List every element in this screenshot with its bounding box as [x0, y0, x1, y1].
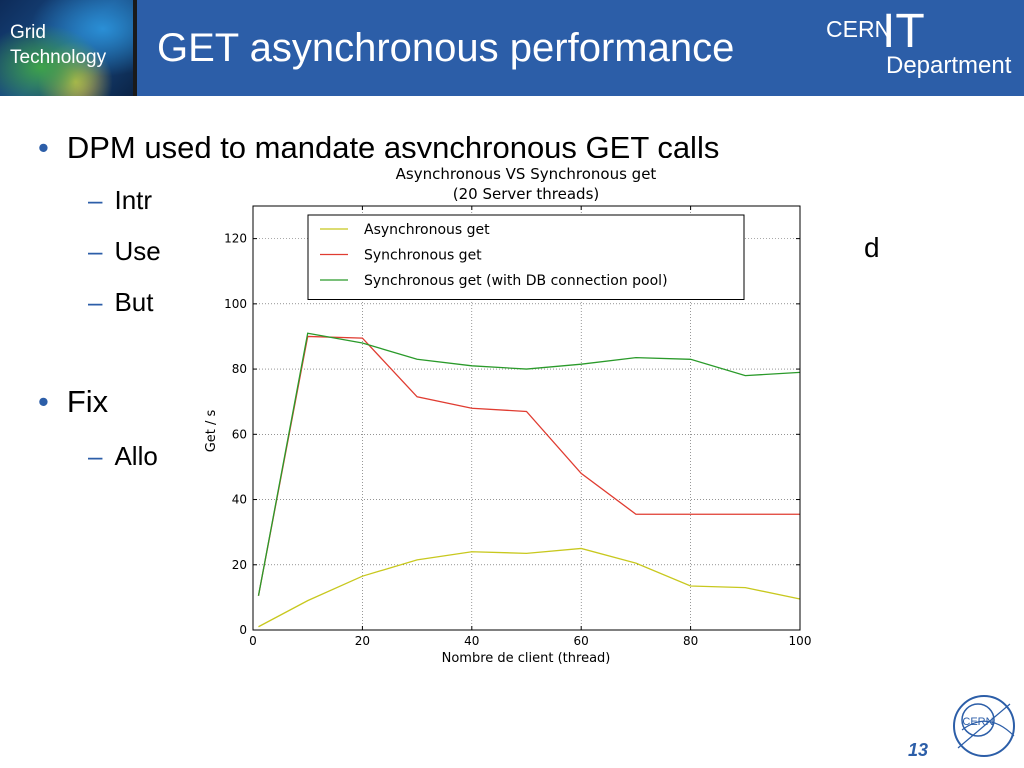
sub-bullet-2: – Use [88, 236, 161, 267]
page-number: 13 [908, 740, 929, 760]
dash-icon: – [88, 441, 103, 471]
x-tick-label: 80 [683, 634, 698, 648]
chart-series [257, 332, 801, 628]
dash-icon: – [88, 287, 103, 317]
y-tick-label: 80 [232, 362, 247, 376]
y-tick-label: 40 [232, 493, 247, 507]
series-line-1 [257, 335, 800, 596]
sub-bullet-1-text: Intr [114, 185, 153, 215]
series-line-2 [257, 332, 801, 596]
it-logo-word: IT [882, 5, 925, 58]
performance-chart: Asynchronous VS Synchronous get (20 Serv… [196, 158, 820, 672]
sub-bullet-2-trail: d [864, 232, 880, 263]
sub-bullet-4: – Allo [88, 441, 158, 472]
x-tick-label: 100 [789, 634, 812, 648]
legend-box [307, 214, 745, 300]
dash-icon: – [88, 236, 103, 266]
bullet-dot-icon: • [38, 384, 49, 419]
dash-icon: – [88, 185, 103, 215]
bullet-2: • Fix [38, 384, 108, 420]
series-line-0 [258, 547, 801, 628]
bullet-2-text: Fix [66, 384, 109, 419]
chart-svg: Asynchronous VS Synchronous get (20 Serv… [196, 158, 820, 672]
cern-logo-word: CERN [826, 16, 892, 42]
legend-label: Asynchronous get [364, 222, 490, 238]
slide-header: Grid Technology GET asynchronous perform… [0, 0, 1024, 96]
chart-legend: Asynchronous get Synchronous get Synchrono… [307, 214, 745, 300]
chart-title: Asynchronous VS Synchronous get [396, 165, 657, 183]
x-axis-label: Nombre de client (thread) [442, 651, 611, 666]
sub-bullet-3-text: But [114, 287, 154, 317]
y-tick-label: 100 [224, 297, 247, 311]
cern-it-logo: CERN IT Department [826, 5, 1021, 88]
x-tick-label: 0 [249, 634, 257, 648]
cern-badge-icon: CERN [953, 695, 1015, 757]
grid-label-line2: Technology [10, 47, 107, 68]
grid-label-line1: Grid [10, 22, 46, 43]
chart-subtitle: (20 Server threads) [453, 185, 600, 203]
legend-label: Synchronous get (with DB connection pool… [364, 273, 668, 289]
grid-technology-label: Grid Technology [10, 20, 106, 70]
x-tick-label: 20 [355, 634, 370, 648]
sub-bullet-1: – Intr [88, 185, 152, 216]
bullet-dot-icon: • [38, 130, 49, 165]
cern-badge-text: CERN [962, 716, 993, 728]
x-tick-label: 40 [464, 634, 479, 648]
y-tick-label: 20 [232, 558, 247, 572]
slide-title: GET asynchronous performance [157, 26, 735, 70]
x-tick-label: 60 [574, 634, 589, 648]
plot-frame [252, 205, 801, 631]
cern-badge-logo: CERN [948, 690, 1020, 762]
department-logo-word: Department [886, 52, 1012, 79]
chart-ticks: 0 20 40 60 80 100 0 20 40 60 80 100 120 [224, 206, 811, 648]
sub-bullet-3: – But [88, 287, 154, 318]
grid-technology-banner: Grid Technology [0, 0, 137, 96]
sub-bullet-4-text: Allo [114, 441, 158, 471]
y-tick-label: 120 [224, 232, 247, 246]
y-tick-label: 60 [232, 427, 247, 441]
y-tick-label: 0 [239, 623, 247, 637]
legend-label: Synchronous get [364, 248, 482, 264]
sub-bullet-2-text: Use [114, 236, 161, 266]
y-axis-label: Get / s [204, 409, 219, 452]
